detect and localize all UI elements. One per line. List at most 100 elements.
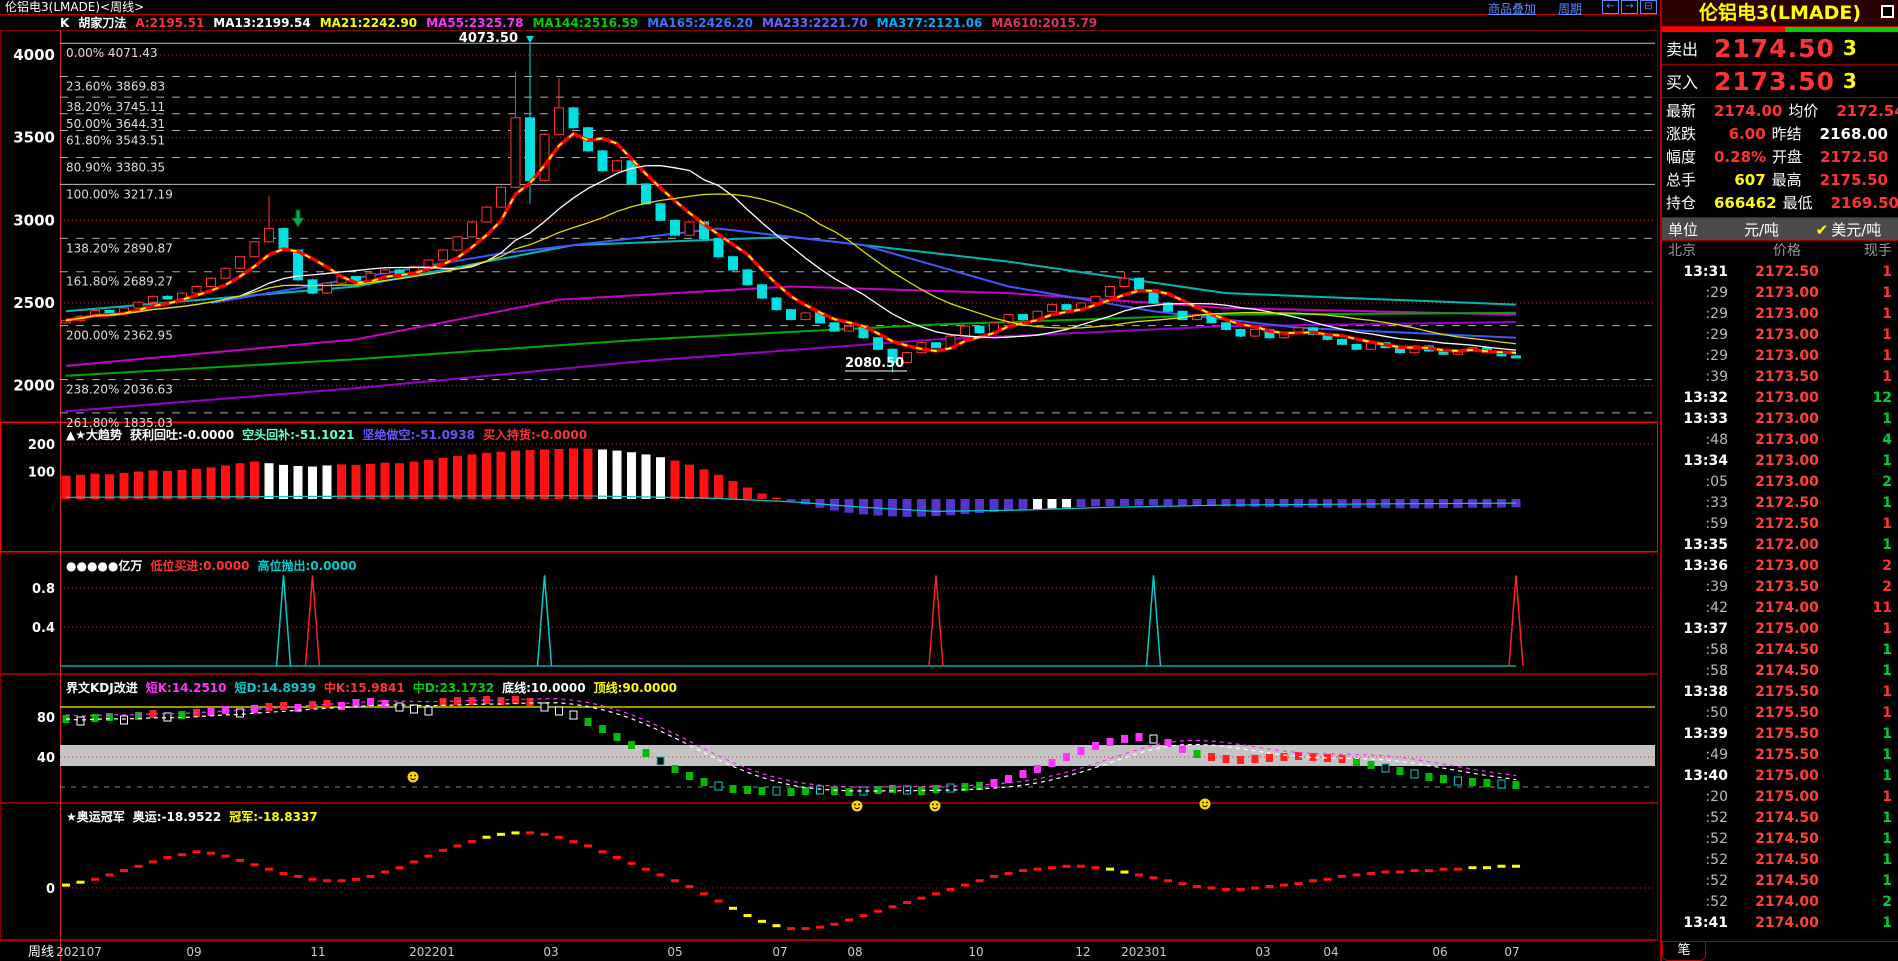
indicator-field: 买入持货:-0.0000: [482, 428, 588, 442]
stat-row: 幅度 0.28% 开盘 2172.50: [1666, 146, 1894, 169]
svg-text:0.00% 4071.43: 0.00% 4071.43: [66, 46, 158, 60]
indicator-field: 坚绝做空:-51.0938: [362, 428, 475, 442]
stat-label: 最低: [1782, 194, 1813, 212]
tape-header-volume: 现手: [1864, 243, 1892, 259]
svg-text:0.4: 0.4: [32, 621, 55, 636]
stat-value: 2175.50: [1819, 171, 1888, 189]
svg-text:61.80% 3543.51: 61.80% 3543.51: [66, 133, 165, 147]
smiley-marker-icon: [407, 771, 419, 783]
tape-row: :20 2175.00 1: [1705, 789, 1892, 805]
indicator-field: 底线:10.0000: [502, 681, 586, 695]
x-axis-tick: 11: [310, 945, 325, 959]
indicator-field: 中K:15.9841: [323, 681, 405, 695]
candlestick-series: [61, 42, 1521, 373]
period-axis-label: 周线: [28, 945, 54, 960]
tape-row: 13:32 2173.00 12: [1683, 390, 1892, 406]
unit-option-usd[interactable]: ✔ 美元/吨: [1805, 219, 1892, 240]
low-price-label: 2080.50: [845, 356, 904, 371]
x-axis-tick: 202301: [1121, 945, 1167, 959]
indicator3-header: 界文KDJ改进 短K:14.2510 短D:14.8939 中K:15.9841 中D:…: [66, 679, 685, 696]
indicator-field: 短D:14.8939: [234, 681, 316, 695]
stat-label: 涨跌: [1666, 125, 1697, 143]
quote-symbol-title: 伦铝电3(LMADE): [1662, 0, 1898, 27]
x-axis-tick: 04: [1323, 945, 1338, 959]
tape-row: 13:35 2172.00 1: [1683, 537, 1892, 553]
ma-value: K: [60, 16, 70, 30]
quote-bottom-tabs: 笔: [1662, 941, 1898, 961]
svg-text:38.20% 3745.11: 38.20% 3745.11: [66, 100, 165, 114]
tape-header: 北京 价格 现手: [1662, 241, 1898, 262]
x-axis-tick: 12: [1075, 945, 1090, 959]
indicator-field: 冠军:-18.8337: [229, 810, 318, 824]
ma-value: MA165:2426.20: [647, 16, 753, 30]
unit-usd-text: 美元/吨: [1831, 220, 1882, 239]
tape-row: :50 2175.50 1: [1705, 705, 1892, 721]
tile-windows-button[interactable]: ⊟: [1640, 0, 1657, 14]
stat-row: 最新 2174.00 均价 2172.54: [1666, 100, 1898, 123]
tape-row: :33 2172.50 1: [1705, 495, 1892, 511]
stat-label: 幅度: [1666, 148, 1697, 166]
sell-ratio-segment: [1662, 27, 1785, 32]
bid-row[interactable]: 买入 2173.50 3: [1662, 65, 1898, 98]
x-axis-tick: 05: [667, 945, 682, 959]
stat-row: 总手 607 最高 2175.50: [1666, 169, 1894, 192]
time-and-sales-list[interactable]: 13:31 2172.50 1:29 2173.00 1:29 2173.00 1:29 21…: [1662, 262, 1898, 941]
ma-value: MA21:2242.90: [319, 16, 418, 30]
ma-values-header: K 胡家刀法 A:2195.51 MA13:2199.54 MA21:2242.90 MA…: [60, 16, 1658, 30]
period-link[interactable]: 周期: [1558, 2, 1583, 16]
unit-option-cny[interactable]: 元/吨: [1743, 220, 1780, 239]
unit-row: 单位 元/吨 ✔ 美元/吨: [1662, 217, 1898, 241]
unit-label: 单位: [1668, 220, 1699, 239]
buy-sell-ratio-bar: [1662, 27, 1898, 32]
tape-header-exchange: 北京: [1668, 243, 1696, 259]
stat-label: 开盘: [1772, 148, 1803, 166]
stat-value: 6.00: [1728, 125, 1766, 143]
smiley-marker-icon: [1199, 798, 1211, 810]
stat-value: 2174.00: [1714, 102, 1783, 120]
tape-row: :49 2175.50 1: [1705, 747, 1892, 763]
tape-row: :39 2173.50 2: [1705, 579, 1892, 595]
tab-tick-detail[interactable]: 笔: [1662, 942, 1706, 961]
stat-row: 涨跌 6.00 昨结 2168.00: [1666, 123, 1894, 146]
x-axis-tick: 10: [968, 945, 983, 959]
svg-text:238.20% 2036.63: 238.20% 2036.63: [66, 383, 173, 397]
svg-text:261.80% 1835.03: 261.80% 1835.03: [66, 416, 173, 430]
bid-price: 2173.50: [1714, 66, 1835, 96]
indicator1-header: ▲★大趋势 获利回吐:-0.0000 空头回补:-51.1021 坚绝做空:-51.0…: [66, 426, 595, 443]
tape-row: :39 2173.50 1: [1705, 369, 1892, 385]
maximize-icon[interactable]: [1881, 5, 1894, 18]
overlay-link[interactable]: 商品叠加: [1488, 2, 1537, 16]
x-axis-tick: 08: [847, 945, 862, 959]
tape-row: :52 2174.50 1: [1705, 852, 1892, 868]
indicator-field: 奥运:-18.9522: [132, 810, 222, 824]
panel3-kd-bars: [62, 696, 1520, 796]
prev-window-button[interactable]: ←: [1602, 0, 1619, 14]
tape-row: :52 2174.50 1: [1705, 873, 1892, 889]
bid-qty: 3: [1842, 69, 1857, 93]
tape-row: 13:31 2172.50 1: [1683, 264, 1892, 280]
chart-symbol-period-title: 伦铝电3(LMADE)<周线>: [5, 0, 145, 14]
stat-label: 昨结: [1771, 125, 1802, 143]
buy-ratio-segment: [1784, 27, 1898, 32]
tape-header-price: 价格: [1773, 243, 1801, 259]
ma-value: MA610:2015.79: [991, 16, 1098, 30]
next-window-button[interactable]: →: [1621, 0, 1638, 14]
tape-row: :58 2174.50 1: [1705, 663, 1892, 679]
quote-symbol-text: 伦铝电3(LMADE): [1698, 2, 1862, 24]
svg-text:3500: 3500: [13, 129, 55, 147]
tape-row: :59 2172.50 1: [1705, 516, 1892, 532]
tape-row: :52 2174.00 2: [1705, 894, 1892, 910]
ma-value: MA233:2221.70: [761, 16, 868, 30]
svg-text:100.00% 3217.19: 100.00% 3217.19: [66, 187, 173, 201]
smiley-marker-icon: [929, 800, 941, 812]
ask-row[interactable]: 卖出 2174.50 3: [1662, 32, 1898, 65]
panel1-histogram: [61, 448, 1521, 517]
bid-label: 买入: [1666, 73, 1699, 92]
stat-label: 最新: [1666, 102, 1697, 120]
x-axis-tick: 07: [1504, 945, 1519, 959]
svg-text:138.20% 2890.87: 138.20% 2890.87: [66, 241, 173, 255]
stat-value: 0.28%: [1714, 148, 1767, 166]
indicator-field: 高位抛出:0.0000: [257, 559, 357, 573]
